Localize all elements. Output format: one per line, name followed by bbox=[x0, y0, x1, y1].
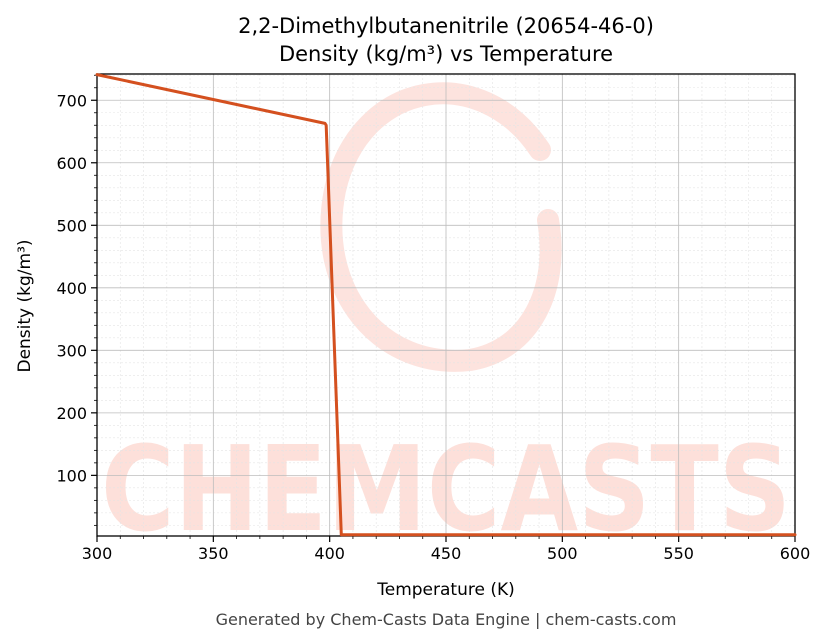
x-tick-label: 450 bbox=[431, 544, 462, 563]
y-axis-label: Density (kg/m³) bbox=[15, 239, 35, 372]
y-tick-label: 500 bbox=[56, 216, 87, 235]
x-tick-label: 550 bbox=[663, 544, 694, 563]
x-tick-label: 500 bbox=[547, 544, 578, 563]
chart-subtitle: Density (kg/m³) vs Temperature bbox=[279, 42, 613, 66]
density-line bbox=[95, 73, 797, 537]
y-tick-label: 200 bbox=[56, 404, 87, 423]
y-tick-label: 600 bbox=[56, 154, 87, 173]
chart-title: 2,2-Dimethylbutanenitrile (20654-46-0) bbox=[238, 14, 654, 38]
x-tick-label: 300 bbox=[82, 544, 113, 563]
x-axis-label: Temperature (K) bbox=[376, 580, 515, 600]
series-layer bbox=[95, 73, 797, 537]
x-tick-label: 600 bbox=[780, 544, 811, 563]
x-tick-label: 350 bbox=[198, 544, 229, 563]
y-axis: 100 200 300 400 500 600 700 bbox=[56, 74, 97, 526]
footer-credit: Generated by Chem-Casts Data Engine | ch… bbox=[216, 610, 677, 629]
y-tick-label: 700 bbox=[56, 91, 87, 110]
x-tick-label: 400 bbox=[314, 544, 345, 563]
y-tick-label: 100 bbox=[56, 466, 87, 485]
x-axis: 300 350 400 450 500 550 600 bbox=[82, 536, 811, 563]
y-tick-label: 300 bbox=[56, 341, 87, 360]
y-tick-label: 400 bbox=[56, 279, 87, 298]
